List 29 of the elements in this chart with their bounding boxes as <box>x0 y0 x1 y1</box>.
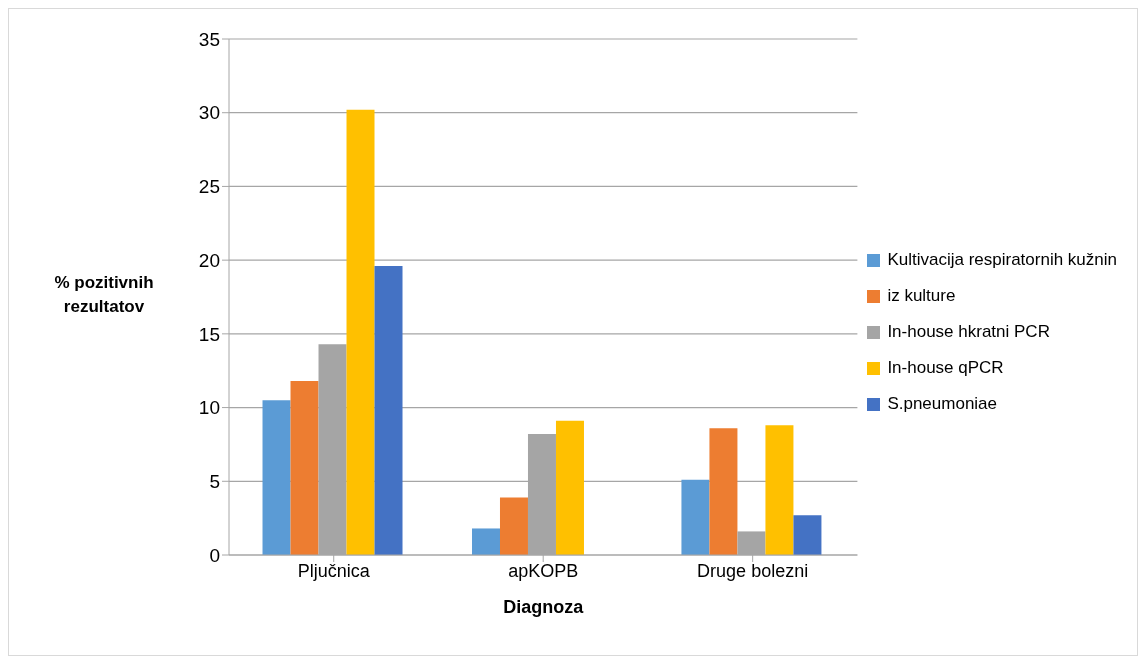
bar <box>374 266 403 555</box>
y-tick-label: 5 <box>209 471 220 493</box>
legend-label: iz kulture <box>887 285 956 307</box>
y-tick-label: 0 <box>209 544 220 566</box>
bar <box>793 515 822 555</box>
x-tick-label: apKOPB <box>508 560 579 581</box>
legend-label: In-house qPCR <box>887 357 1004 379</box>
bar <box>471 528 500 555</box>
bar <box>555 420 584 555</box>
bar <box>290 381 319 555</box>
x-axis-title: Diagnoza <box>503 597 585 617</box>
bar <box>709 428 738 555</box>
y-tick-label: 30 <box>198 102 220 124</box>
bar <box>262 400 291 555</box>
bar <box>765 425 794 555</box>
x-tick-label: Druge bolezni <box>697 560 809 581</box>
y-tick-label: 35 <box>198 28 220 50</box>
y-tick-label: 25 <box>198 176 220 198</box>
bar <box>681 479 710 555</box>
legend-label: S.pneumoniae <box>887 393 998 415</box>
y-tick-label: 20 <box>198 249 220 271</box>
x-tick-label: Pljučnica <box>297 560 371 581</box>
legend-label: Kultivacija respiratornih kužnin <box>887 249 1117 271</box>
y-tick-label: 15 <box>198 323 220 345</box>
bar <box>346 109 375 555</box>
bar <box>499 497 528 555</box>
y-tick-label: 10 <box>198 397 220 419</box>
legend-label: In-house hkratni PCR <box>887 321 1050 343</box>
y-axis-title: % pozitivnih rezultatov <box>53 272 155 318</box>
